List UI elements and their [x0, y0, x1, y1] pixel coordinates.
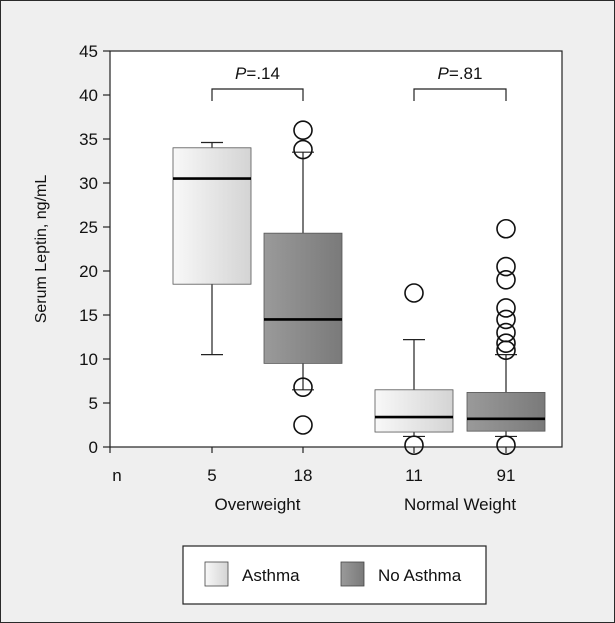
- box-normal-weight-asthma: [374, 283, 454, 456]
- box-normal-weight-no-asthma: [466, 218, 546, 456]
- outlier-point: [293, 415, 313, 435]
- y-tick-label: 0: [89, 438, 98, 457]
- group-label: Normal Weight: [404, 495, 516, 514]
- outlier-point: [293, 377, 313, 397]
- y-tick-label: 45: [79, 42, 98, 61]
- y-tick-label: 5: [89, 394, 98, 413]
- pvalue-label: P=.81: [438, 64, 483, 83]
- y-tick-label: 40: [79, 86, 98, 105]
- outlier-point: [496, 256, 516, 277]
- n-value: 5: [207, 466, 216, 485]
- y-tick-label: 30: [79, 174, 98, 193]
- legend-swatch-no-asthma: [340, 561, 365, 587]
- pvalue-bracket: [211, 88, 304, 101]
- box-iqr: [466, 392, 546, 432]
- n-value: 11: [405, 466, 423, 485]
- outlier-point: [404, 435, 424, 456]
- n-value: 91: [497, 466, 516, 485]
- x-axis-labels: n 5 18 Overweight 11 91 Normal Weight: [109, 447, 516, 514]
- pvalue-label: P=.14: [235, 64, 280, 83]
- outlier-point: [496, 333, 516, 353]
- y-tick-label: 25: [79, 218, 98, 237]
- box-iqr: [374, 389, 454, 433]
- y-axis-label: Serum Leptin, ng/mL: [33, 175, 50, 324]
- n-value: 18: [294, 466, 313, 485]
- box-group: [172, 120, 546, 456]
- outlier-point: [404, 283, 424, 303]
- pvalue-bracket: [413, 88, 507, 101]
- y-tick-label: 35: [79, 130, 98, 149]
- legend-box: [182, 545, 487, 605]
- box-overweight-no-asthma: [263, 120, 343, 435]
- n-label: n: [112, 466, 121, 485]
- legend-swatch-asthma: [204, 561, 229, 587]
- box-iqr: [263, 232, 343, 364]
- outlier-point: [496, 298, 516, 318]
- outlier-point: [293, 139, 313, 160]
- outlier-point: [293, 120, 313, 140]
- pvalue-annotations: P=.14 P=.81: [211, 64, 507, 101]
- outlier-point: [496, 309, 516, 330]
- outlier-point: [496, 218, 516, 239]
- outlier-point: [496, 340, 516, 361]
- outlier-point: [496, 435, 516, 456]
- box-overweight-asthma: [172, 141, 252, 356]
- group-label: Overweight: [215, 495, 301, 514]
- legend-label-no-asthma: No Asthma: [378, 566, 462, 585]
- y-tick-label: 15: [79, 306, 98, 325]
- y-tick-label: 20: [79, 262, 98, 281]
- box-iqr: [172, 147, 252, 285]
- legend: Asthma No Asthma: [182, 545, 487, 605]
- y-axis: 0 5 10 15 20 25 30 35 40 45: [79, 42, 110, 457]
- y-tick-label: 10: [79, 350, 98, 369]
- legend-label-asthma: Asthma: [242, 566, 300, 585]
- outlier-point: [496, 269, 516, 290]
